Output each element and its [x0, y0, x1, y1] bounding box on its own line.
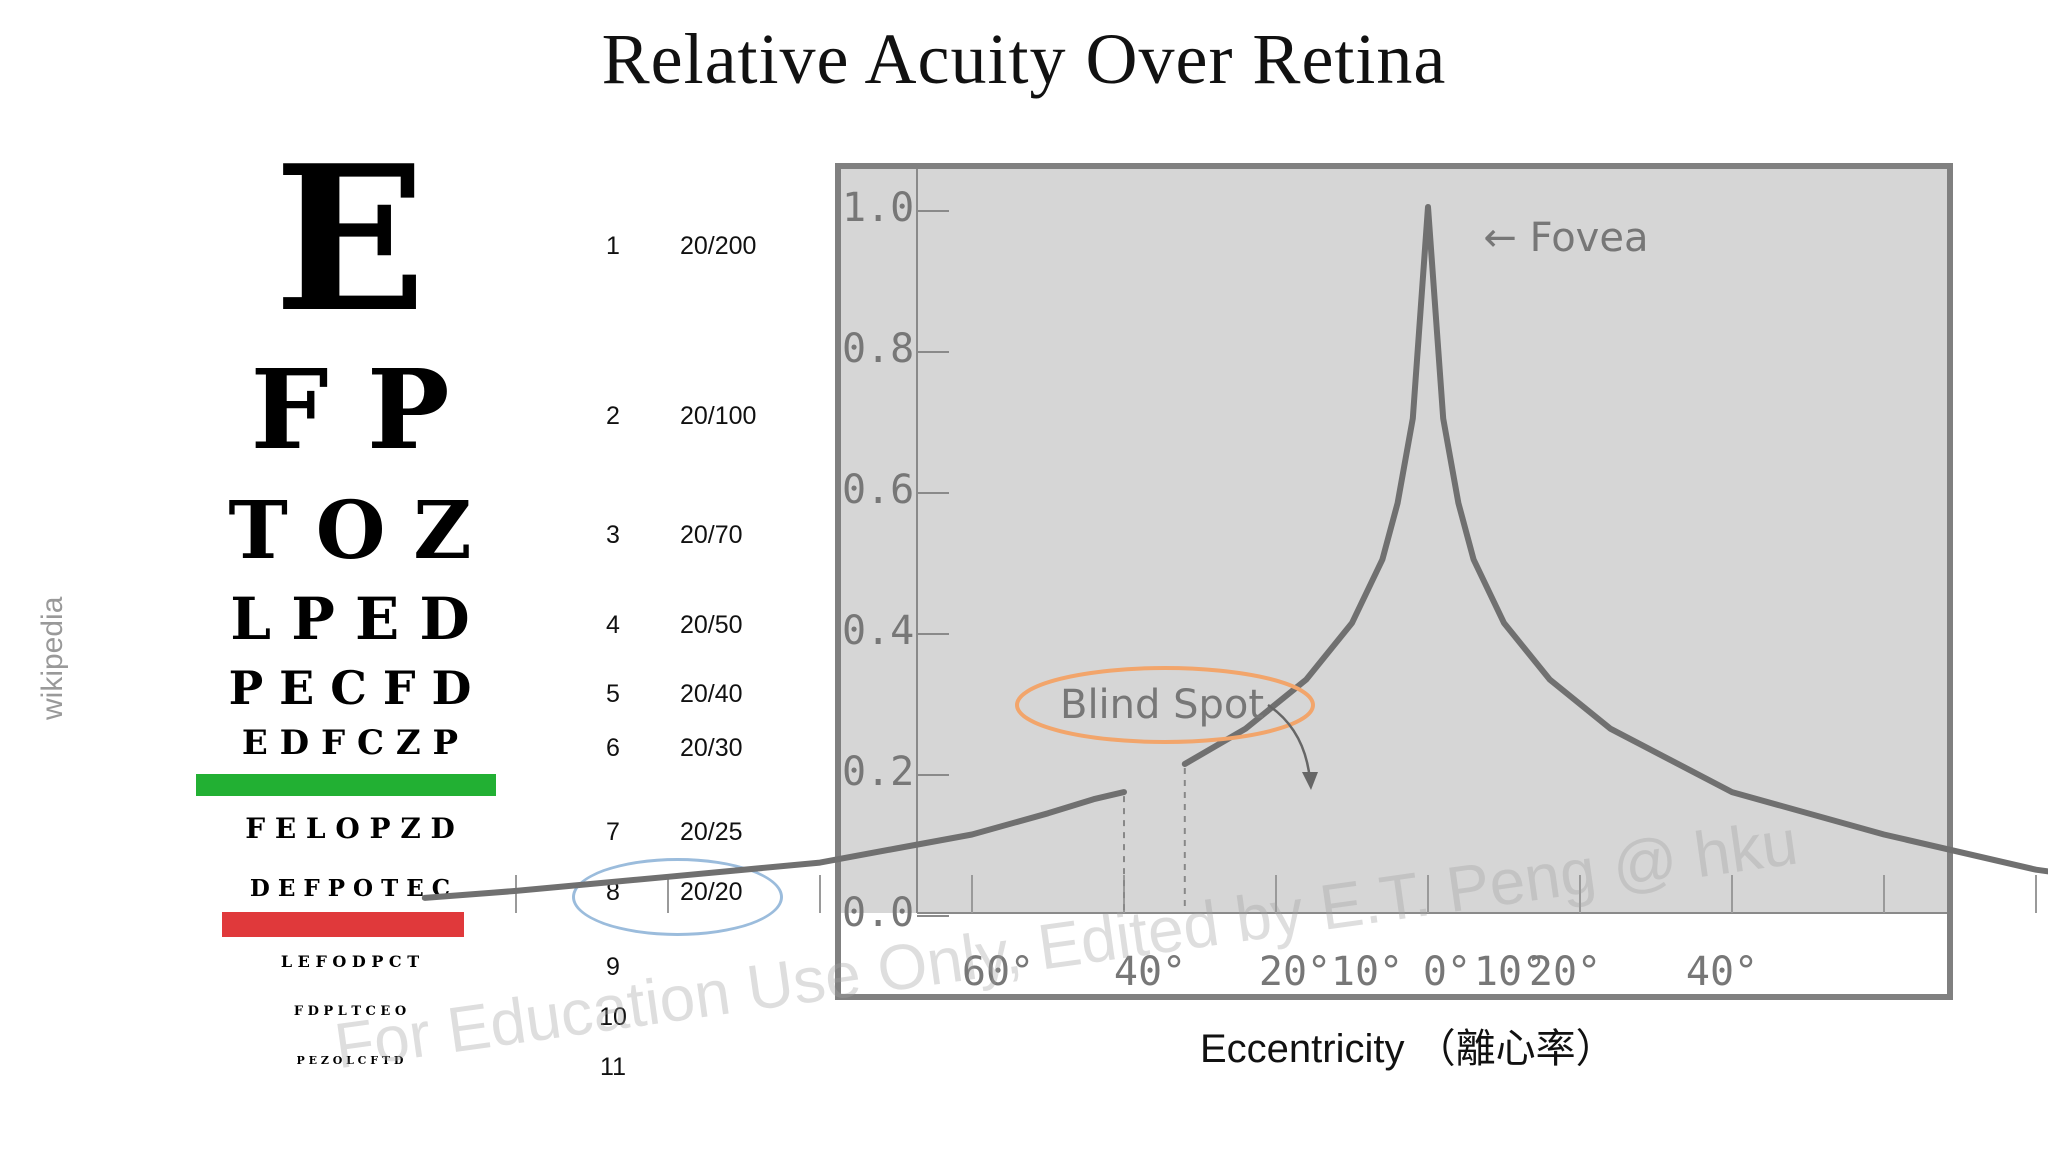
blind-spot-circle — [1015, 666, 1315, 744]
line-number-10: 10 — [599, 1003, 627, 1031]
x-tick-label-5: 10° — [1474, 949, 1546, 995]
line-number-11: 11 — [600, 1053, 626, 1081]
eye-chart-row-8: D E F P O T E C — [249, 875, 451, 902]
snellen-value-4: 20/50 — [680, 611, 743, 639]
eye-chart-row-10: F D P L T C E O — [293, 1004, 407, 1019]
eye-chart-row-3: T O Z — [228, 483, 472, 577]
line-number-4: 4 — [606, 611, 620, 639]
eye-chart-row-7: F E L O P Z D — [245, 812, 455, 845]
snellen-value-5: 20/40 — [680, 680, 743, 708]
blind-spot-arrowhead — [1302, 772, 1318, 790]
fovea-annotation: ← Fovea — [1483, 215, 1648, 261]
eye-chart-row-4: L P E D — [230, 585, 470, 653]
y-tick-label-5: 1.0 — [842, 185, 914, 231]
eye-chart-row-6: E D F C Z P — [241, 723, 459, 763]
blind-spot-arrow — [1267, 703, 1312, 781]
snellen-value-6: 20/30 — [680, 734, 743, 762]
line-number-1: 1 — [606, 232, 620, 260]
eye-chart-row-11: P E Z O L C F T D — [296, 1054, 404, 1067]
y-tick-label-3: 0.6 — [842, 467, 914, 513]
acuity-curve-segment-2 — [1181, 204, 2048, 875]
line-number-2: 2 — [606, 402, 620, 430]
line-number-6: 6 — [606, 734, 620, 762]
eye-chart-row-2: F P — [250, 345, 450, 474]
eye-chart-row-9: L E F O D P C T — [280, 952, 420, 971]
x-tick-label-2: 20° — [1259, 949, 1331, 995]
y-tick-label-1: 0.2 — [842, 749, 914, 795]
x-tick-label-1: 40° — [1114, 949, 1186, 995]
plot-area — [841, 169, 1947, 913]
x-tick-label-0: 60° — [962, 949, 1034, 995]
snellen-value-1: 20/200 — [680, 232, 757, 260]
x-axis-label: Eccentricity （離心率） — [1200, 1027, 1616, 1071]
y-tick-label-2: 0.4 — [842, 608, 914, 654]
y-tick-label-0: 0.0 — [842, 890, 914, 936]
red-bar — [222, 912, 464, 937]
x-tick-label-7: 40° — [1686, 949, 1758, 995]
page-title: Relative Acuity Over Retina — [601, 19, 1447, 99]
snellen-value-2: 20/100 — [680, 402, 757, 430]
line-number-7: 7 — [606, 818, 620, 846]
eye-chart-row-5: P E C F D — [228, 661, 472, 715]
green-bar — [196, 774, 496, 796]
line-number-5: 5 — [606, 680, 620, 708]
x-tick-label-3: 10° — [1331, 949, 1403, 995]
snellen-value-7: 20/25 — [680, 818, 743, 846]
y-tick-label-4: 0.8 — [842, 326, 914, 372]
highlight-circle-20-20 — [572, 858, 783, 936]
x-tick-label-4: 0° — [1423, 949, 1471, 995]
line-number-9: 9 — [606, 953, 620, 981]
snellen-value-3: 20/70 — [680, 521, 743, 549]
line-number-3: 3 — [606, 521, 620, 549]
blind-spot-annotation: Blind Spot — [1060, 682, 1264, 728]
x-tick-label-6: 20° — [1529, 949, 1601, 995]
acuity-curve-segment-1 — [421, 789, 1127, 901]
eye-chart-row-1: E — [273, 122, 427, 357]
